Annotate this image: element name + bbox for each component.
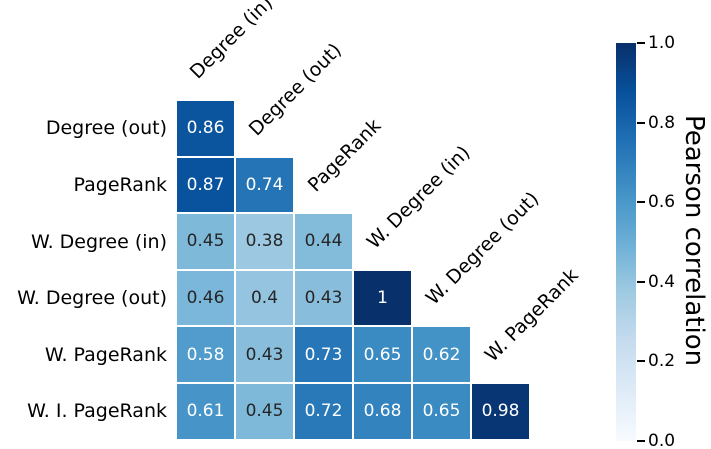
heatmap-cell: 0.4: [235, 269, 294, 327]
heatmap-cell: 0.72: [294, 383, 353, 440]
colorbar-tick-mark: [637, 440, 645, 442]
heatmap-cell: 0.62: [412, 326, 471, 383]
heatmap-cell: 0.86: [176, 100, 235, 157]
colorbar-tick-label: 1.0: [648, 33, 676, 53]
heatmap-cell: 0.65: [412, 383, 471, 440]
heatmap-cell: 0.43: [294, 269, 353, 327]
colorbar-tick-mark: [637, 280, 645, 283]
colorbar-tick-label: 0.4: [648, 271, 676, 292]
heatmap-cell: 0.61: [176, 383, 235, 440]
heatmap-cell: 0.46: [176, 269, 235, 327]
heatmap-cell: 0.43: [235, 326, 294, 383]
heatmap-cell: 0.45: [235, 383, 294, 440]
heatmap-cell: 0.74: [235, 156, 294, 214]
row-label: Degree (out): [45, 117, 167, 140]
column-label: W. PageRank: [480, 264, 583, 367]
row-label: PageRank: [73, 173, 167, 196]
row-label: W. Degree (out): [17, 287, 167, 310]
heatmap-cell: 1: [353, 269, 412, 327]
heatmap-cell: 0.65: [353, 326, 412, 383]
heatmap-cell: 0.45: [176, 213, 235, 270]
column-label: W. Degree (in): [362, 141, 474, 254]
heatmap-cell: 0.58: [176, 326, 235, 383]
heatmap-cell: 0.73: [294, 326, 353, 383]
colorbar-tick-label: 0.8: [648, 112, 676, 133]
column-label: PageRank: [303, 114, 385, 197]
colorbar-label: Pearson correlation: [679, 115, 709, 367]
colorbar-tick-mark: [637, 201, 645, 204]
colorbar-gradient: [616, 43, 636, 441]
colorbar-tick-label: 0.2: [648, 351, 676, 372]
colorbar-tick-mark: [637, 121, 645, 124]
heatmap-cell: 0.87: [176, 156, 235, 214]
column-label: Degree (out): [244, 38, 346, 140]
heatmap-cell: 0.38: [235, 213, 294, 270]
heatmap-cell: 0.68: [353, 383, 412, 440]
row-label: W. I. PageRank: [27, 400, 167, 423]
heatmap-cell: 0.44: [294, 213, 353, 270]
colorbar-tick-label: 0.0: [648, 431, 676, 449]
row-label: W. PageRank: [44, 343, 167, 366]
row-label: W. Degree (in): [30, 230, 167, 253]
column-label: W. Degree (out): [421, 188, 543, 310]
colorbar-tick-label: 0.6: [648, 192, 676, 213]
column-label: Degree (in): [185, 0, 277, 84]
colorbar-tick-mark: [637, 360, 645, 363]
heatmap-cell: 0.98: [471, 383, 530, 440]
colorbar-tick-mark: [637, 42, 645, 44]
